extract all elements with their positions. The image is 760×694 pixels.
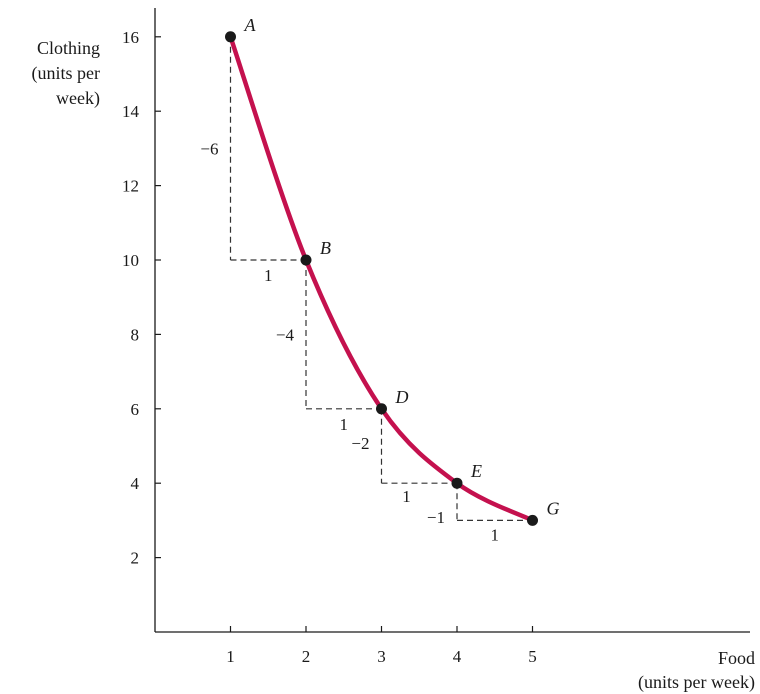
x-axis-label: Food (units per week)	[638, 648, 755, 693]
y-tick-label: 14	[122, 102, 140, 121]
rise-label: −2	[351, 434, 369, 453]
run-label: 1	[340, 415, 349, 434]
x-tick-label: 4	[453, 647, 462, 666]
y-axis-label-line: week)	[56, 88, 100, 109]
data-point	[376, 403, 387, 415]
data-point	[527, 514, 538, 526]
y-tick-label: 16	[122, 28, 139, 47]
series-line	[228, 34, 535, 523]
x-tick-label: 3	[377, 647, 386, 666]
point-label: B	[320, 238, 331, 258]
x-axis-label-line: (units per week)	[638, 672, 755, 693]
x-axis-label-line: Food	[718, 648, 755, 668]
data-point	[225, 31, 236, 43]
y-tick-label: 10	[122, 251, 139, 270]
y-tick-label: 8	[131, 325, 140, 344]
rise-label: −6	[200, 139, 218, 158]
y-tick-label: 4	[131, 474, 140, 493]
run-label: 1	[264, 266, 273, 285]
point-label: A	[244, 15, 257, 35]
point-label: D	[395, 387, 409, 407]
x-tick-label: 5	[528, 647, 537, 666]
y-tick-label: 6	[131, 400, 140, 419]
run-label: 1	[402, 487, 411, 506]
data-point	[451, 477, 463, 489]
run-label: 1	[491, 525, 500, 544]
y-axis-label: Clothing (units per week)	[32, 38, 100, 109]
y-tick-label: 2	[131, 549, 140, 568]
y-axis-label-line: (units per	[32, 63, 100, 84]
x-tick-label: 1	[226, 647, 235, 666]
y-tick-label: 12	[122, 177, 139, 196]
point-label: E	[470, 461, 482, 481]
point-label: G	[547, 498, 560, 518]
x-tick-label: 2	[302, 647, 311, 666]
rise-label: −1	[427, 508, 445, 527]
data-point	[300, 254, 312, 266]
y-axis-label-line: Clothing	[37, 38, 100, 58]
rise-label: −4	[276, 325, 295, 344]
